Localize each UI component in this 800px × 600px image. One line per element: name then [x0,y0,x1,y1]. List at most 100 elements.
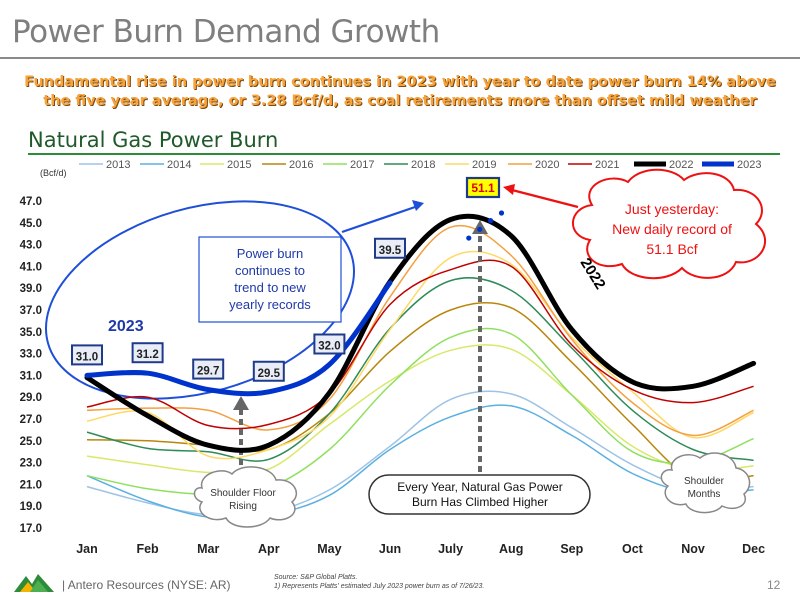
ellipse-arrow [341,204,419,234]
data-label-2023: 31.2 [136,349,158,361]
y-tick-label: 37.0 [20,305,42,317]
data-label-box-2023 [252,360,285,382]
x-tick-label: Jun [379,542,401,556]
series-line-2016 [86,301,754,483]
y-tick-label: 31.0 [20,370,42,382]
record-arrowhead [503,184,515,195]
shoulder-floor-line-2: Rising [229,501,257,512]
footer-source: Source: S&P Global Platts. 1) Represents… [274,573,484,591]
every-year-line-2: Burn Has Climbed Higher [412,495,548,509]
power-burn-callout-line-4: yearly records [229,297,311,312]
y-tick-label: 23.0 [20,458,42,470]
legend-label-2013: 2013 [106,159,130,171]
record-cloud-line-2: New daily record of [612,221,732,237]
legend-label-2014: 2014 [167,159,191,171]
record-arrow [511,188,579,209]
series-2023-projection-dot [487,218,494,224]
series-line-2019 [86,250,754,460]
y-tick-label: 43.0 [20,240,42,252]
footer-source-line-1: Source: S&P Global Platts. [274,574,358,581]
data-label-box-2023 [131,342,164,364]
legend-label-2016: 2016 [289,159,313,171]
legend-label-2023: 2023 [737,159,761,171]
legend-label-2018: 2018 [411,159,435,171]
record-cloud-callout [572,168,767,280]
x-tick-label: July [438,542,463,556]
data-label-2023: 32.0 [318,341,340,353]
series-line-2015 [86,344,754,475]
x-tick-label: Jan [76,542,98,556]
series-line-2014 [86,404,754,520]
y-tick-label: 29.0 [20,392,42,404]
record-label-box [465,176,501,199]
power-burn-callout-box [198,236,342,323]
legend-label-2022: 2022 [669,159,693,171]
shoulder-months-callout [660,452,751,514]
series-line-2018 [86,277,754,462]
page-number: 12 [767,578,781,592]
y-tick-label: 45.0 [20,218,42,230]
series-line-2022 [84,213,757,453]
legend-label-2017: 2017 [350,159,374,171]
y-tick-label: 17.0 [20,523,42,535]
x-tick-label: Dec [742,542,765,556]
headline-line-1: Fundamental rise in power burn continues… [24,74,776,90]
shoulder-floor-callout [193,466,297,528]
every-year-line-1: Every Year, Natural Gas Power [397,480,562,494]
x-tick-label: Apr [258,542,280,556]
x-tick-label: Mar [197,542,219,556]
data-label-2023: 31.0 [76,351,98,363]
chart-title-divider [28,153,780,155]
power-burn-callout-line-2: continues to [235,263,305,278]
data-label-box-2023 [374,237,406,259]
legend-label-2020: 2020 [535,159,559,171]
x-tick-label: May [317,542,341,556]
y-tick-label: 39.0 [20,283,42,295]
series-line-2021 [86,259,754,430]
headline: Fundamental rise in power burn continues… [0,73,800,111]
shoulder-months-line-2: Months [688,489,721,500]
record-cloud-line-1: Just yesterday: [625,201,719,217]
data-label-box-2023 [71,344,103,366]
series-line-2020 [86,224,754,437]
power-burn-callout-line-3: trend to new [234,280,306,295]
record-label: 51.1 [471,181,495,195]
series-2023-projection-dot [466,235,472,241]
x-tick-label: Nov [681,542,705,556]
page-title: Power Burn Demand Growth [12,14,440,50]
power-burn-callout-line-1: Power burn [237,246,303,261]
y-tick-label: 35.0 [20,327,42,339]
y-tick-label: 25.0 [20,436,42,448]
x-tick-label: Feb [136,542,159,556]
ellipse-2023-highlight [45,200,355,400]
data-label-2023: 29.5 [258,368,281,380]
footer-company: | Antero Resources (NYSE: AR) [62,578,231,592]
ellipse-arrowhead [412,200,424,211]
x-tick-label: Sep [560,542,583,556]
legend-label-2021: 2021 [595,159,619,171]
data-label-box-2023 [313,333,346,355]
y-axis-label: (Bcf/d) [40,168,67,178]
title-divider [0,57,800,59]
legend-label-2019: 2019 [472,159,496,171]
every-year-callout [368,474,591,515]
shoulder-months-line-1: Shoulder [684,476,725,487]
series-line-2023 [84,280,393,397]
legend-label-2015: 2015 [227,159,251,171]
data-label-2023: 29.7 [197,366,219,378]
y-tick-label: 27.0 [20,414,42,426]
y-tick-label: 47.0 [20,196,42,208]
series-2023-projection-dot [498,210,505,216]
data-label-2023: 39.5 [379,245,402,257]
y-tick-label: 41.0 [20,261,42,273]
footer-source-line-2: 1) Represents Platts' estimated July 202… [274,583,485,590]
chart-title: Natural Gas Power Burn [28,128,279,152]
y-tick-label: 33.0 [20,349,42,361]
year-label-2023: 2023 [108,318,144,335]
shoulder-floor-arrowhead [233,396,249,410]
data-label-box-2023 [192,358,225,380]
x-tick-label: Aug [499,542,523,556]
company-logo [14,570,54,597]
shoulder-floor-line-1: Shoulder Floor [210,488,276,499]
